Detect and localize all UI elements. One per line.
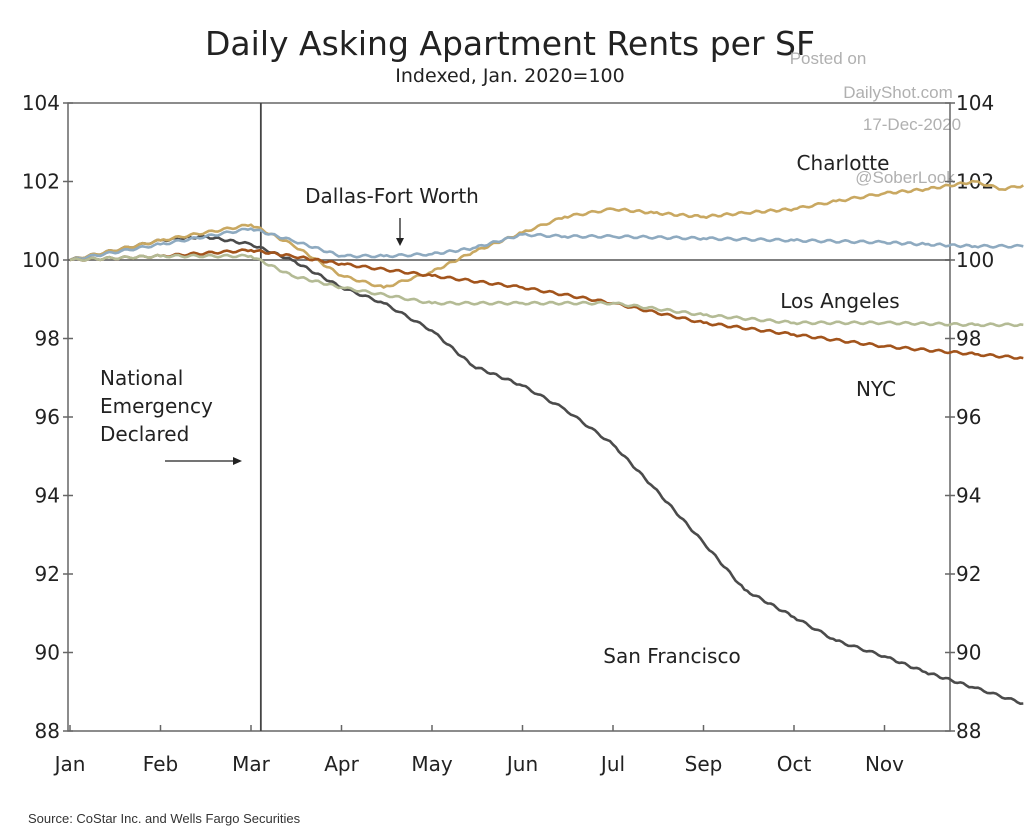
label-san-francisco: San Francisco — [603, 644, 740, 668]
x-tick-label: Mar — [232, 752, 271, 776]
source-note: Source: CoStar Inc. and Wells Fargo Secu… — [28, 811, 301, 826]
y-tick-label-right: 104 — [956, 91, 994, 115]
label-los-angeles: Los Angeles — [780, 289, 899, 313]
watermark-date: 17-Dec-2020 — [863, 115, 961, 134]
y-tick-label-right: 92 — [956, 562, 981, 586]
event-arrowhead-icon — [233, 457, 242, 465]
watermark-posted: Posted on — [790, 49, 867, 68]
series-line-nyc — [69, 248, 1024, 360]
y-tick-label-left: 98 — [35, 327, 60, 351]
event-label-2: Emergency — [100, 394, 213, 418]
x-tick-label: Jan — [53, 752, 86, 776]
x-tick-label: Jul — [599, 752, 625, 776]
y-tick-label-left: 104 — [22, 91, 60, 115]
chart-title: Daily Asking Apartment Rents per SF — [205, 24, 815, 63]
event-label-1: National — [100, 366, 183, 390]
watermark-handle: @SoberLook — [855, 168, 955, 187]
chart-subtitle: Indexed, Jan. 2020=100 — [395, 65, 624, 87]
x-tick-label: May — [411, 752, 453, 776]
y-tick-label-left: 102 — [22, 170, 60, 194]
event-label-3: Declared — [100, 422, 189, 446]
series-line-charlotte — [69, 179, 1024, 289]
label-dallas-fort-worth: Dallas-Fort Worth — [305, 184, 479, 208]
x-tick-label: Sep — [685, 752, 723, 776]
label-nyc: NYC — [856, 377, 896, 401]
y-tick-label-right: 100 — [956, 248, 994, 272]
x-tick-label: Apr — [324, 752, 359, 776]
y-tick-label-left: 96 — [35, 405, 60, 429]
y-tick-label-left: 88 — [35, 719, 60, 743]
series-line-san-francisco — [69, 234, 1024, 705]
y-tick-label-right: 90 — [956, 641, 981, 665]
y-tick-label-right: 98 — [956, 327, 981, 351]
x-tick-label: Jun — [505, 752, 538, 776]
watermark-site: DailyShot.com — [843, 83, 953, 102]
label-charlotte: Charlotte — [797, 151, 890, 175]
y-tick-label-left: 94 — [35, 484, 60, 508]
dfw-arrowhead-icon — [396, 238, 404, 246]
y-tick-label-right: 96 — [956, 405, 981, 429]
y-tick-label-left: 92 — [35, 562, 60, 586]
y-tick-label-left: 90 — [35, 641, 60, 665]
y-tick-label-right: 88 — [956, 719, 981, 743]
y-tick-label-right: 94 — [956, 484, 981, 508]
x-tick-label: Feb — [143, 752, 178, 776]
x-tick-label: Nov — [865, 752, 904, 776]
y-tick-label-left: 100 — [22, 248, 60, 272]
x-tick-label: Oct — [777, 752, 812, 776]
series-line-dallas-fort-worth — [69, 227, 1024, 262]
series-line-los-angeles — [69, 253, 1024, 328]
